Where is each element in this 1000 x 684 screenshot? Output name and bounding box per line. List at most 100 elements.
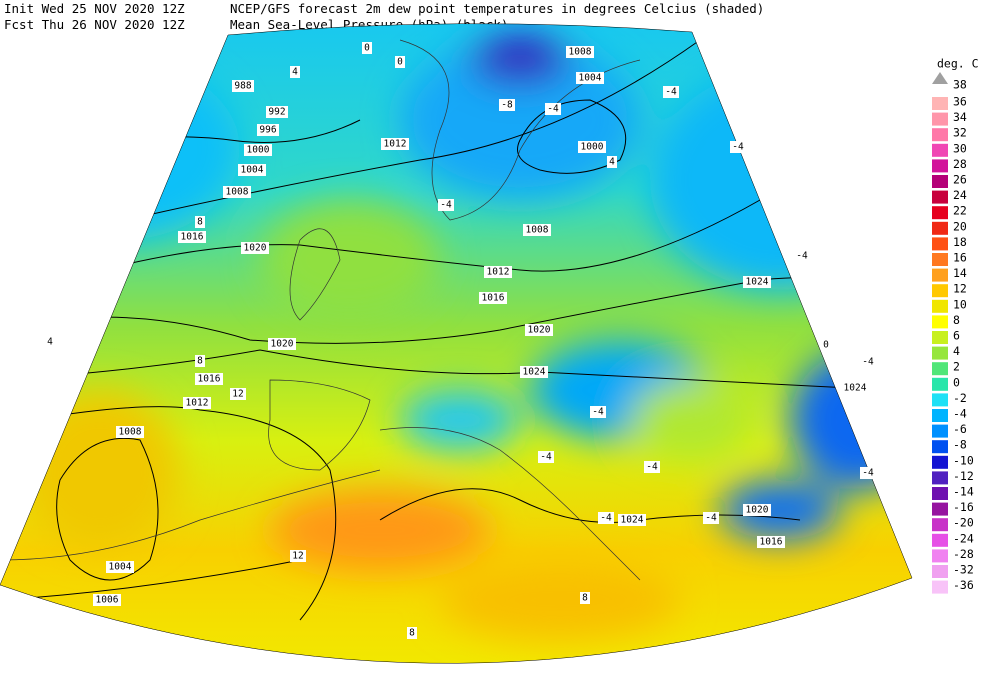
legend-label: 34 — [953, 110, 967, 124]
legend-label: -32 — [953, 563, 974, 577]
legend-label: 10 — [953, 297, 967, 311]
legend-swatch — [932, 424, 948, 438]
isobar-label-bg — [841, 382, 869, 394]
isobar-label: 1000 — [581, 142, 604, 153]
dew-point-label: 8 — [197, 356, 203, 367]
dew-point-label-bg — [663, 86, 679, 98]
isobar-label-bg — [743, 276, 771, 288]
legend-label: 2 — [953, 360, 960, 374]
legend-swatch — [932, 393, 948, 407]
isobar-label-bg — [525, 324, 553, 336]
dew-point-label-bg — [580, 592, 590, 604]
init-time: Init Wed 25 NOV 2020 12Z — [4, 1, 185, 16]
dew-point-label: -4 — [665, 87, 677, 98]
dew-point-label: -4 — [440, 200, 452, 211]
legend-label: 22 — [953, 204, 967, 218]
legend-swatch — [932, 143, 948, 157]
dew-point-label: 4 — [292, 67, 298, 78]
legend-label: -6 — [953, 422, 967, 436]
isobar-label: 1020 — [244, 243, 267, 254]
dew-point-label: 0 — [823, 340, 829, 351]
legend-swatch — [932, 362, 948, 376]
isobar-label: 1024 — [844, 383, 867, 394]
dew-point-label-bg — [395, 56, 405, 68]
isobar-label: 1006 — [96, 595, 119, 606]
isobar-label-bg — [257, 124, 279, 136]
legend-swatch — [932, 97, 948, 110]
legend-swatch — [932, 128, 948, 142]
legend-triangle — [932, 72, 948, 84]
dew-point-label-bg — [590, 406, 606, 418]
dew-point-label-bg — [362, 42, 372, 54]
legend-swatch — [932, 440, 948, 454]
isobar-label-bg — [195, 373, 223, 385]
isobar-label: 1020 — [528, 325, 551, 336]
isobar-label: 1024 — [746, 277, 769, 288]
legend-label: -20 — [953, 516, 974, 530]
legend-swatch — [932, 315, 948, 329]
title-line: NCEP/GFS forecast 2m dew point temperatu… — [230, 1, 764, 16]
isobar-label-bg — [223, 186, 251, 198]
legend-label: 30 — [953, 141, 967, 155]
legend-label: 38 — [953, 78, 967, 92]
isobar-label: 1016 — [181, 232, 204, 243]
isobar-label-bg — [232, 80, 254, 92]
dew-point-label: -4 — [732, 142, 744, 153]
legend-swatch — [932, 533, 948, 547]
isobar-label-bg — [266, 106, 288, 118]
dew-point-label: -4 — [547, 104, 559, 115]
legend-label: 36 — [953, 95, 967, 109]
dew-point-label: -4 — [862, 468, 874, 479]
isobar-label-bg — [241, 242, 269, 254]
dew-point-label: -4 — [796, 251, 808, 262]
isobar-label-bg — [576, 72, 604, 84]
isobar-label: 1008 — [569, 47, 592, 58]
legend-swatch — [932, 268, 948, 282]
dew-point-label: 12 — [292, 551, 303, 562]
dew-point-label: 0 — [364, 43, 370, 54]
isobar-label: 1016 — [198, 374, 221, 385]
legend-label: 28 — [953, 157, 967, 171]
legend-label: 12 — [953, 282, 967, 296]
isobar-label: 1024 — [621, 515, 644, 526]
isobar-label: 1004 — [579, 73, 602, 84]
dew-point-label-bg — [860, 467, 876, 479]
isobar-label: 996 — [259, 125, 276, 136]
legend-label: -10 — [953, 453, 974, 467]
isobar-label-bg — [106, 561, 134, 573]
legend-label: -14 — [953, 485, 974, 499]
dew-point-label-bg — [703, 512, 719, 524]
legend-swatch — [932, 284, 948, 298]
legend-label: 8 — [953, 313, 960, 327]
legend-label: 14 — [953, 266, 967, 280]
legend-swatch — [932, 331, 948, 344]
legend-label: -12 — [953, 469, 974, 483]
dew-point-label: 8 — [197, 217, 203, 228]
isobar-label: 988 — [234, 81, 251, 92]
legend-swatch — [932, 471, 948, 485]
dew-point-label-bg — [407, 627, 417, 639]
map-border — [0, 23, 913, 664]
legend-swatch — [932, 299, 948, 313]
dew-point-label-bg — [821, 339, 831, 351]
dew-point-label: 0 — [397, 57, 403, 68]
dew-point-label-bg — [230, 388, 246, 400]
dew-point-label-bg — [290, 550, 306, 562]
dew-point-label: -4 — [592, 407, 604, 418]
legend-swatch — [932, 253, 948, 266]
legend-swatch — [932, 175, 948, 188]
legend-label: -8 — [953, 438, 967, 452]
legend-unit: deg. C — [937, 57, 979, 71]
legend-label: 0 — [953, 375, 960, 389]
isobar-label: 1012 — [186, 398, 209, 409]
legend-swatch — [932, 549, 948, 563]
legend-swatch — [932, 502, 948, 516]
isobar-label-bg — [93, 594, 121, 606]
dew-point-label: -4 — [600, 513, 612, 524]
dew-point-label: -4 — [540, 452, 552, 463]
legend-label: 32 — [953, 126, 967, 140]
legend-label: -24 — [953, 531, 974, 545]
dew-point-label: 8 — [409, 628, 415, 639]
isobar-label-bg — [523, 224, 551, 236]
